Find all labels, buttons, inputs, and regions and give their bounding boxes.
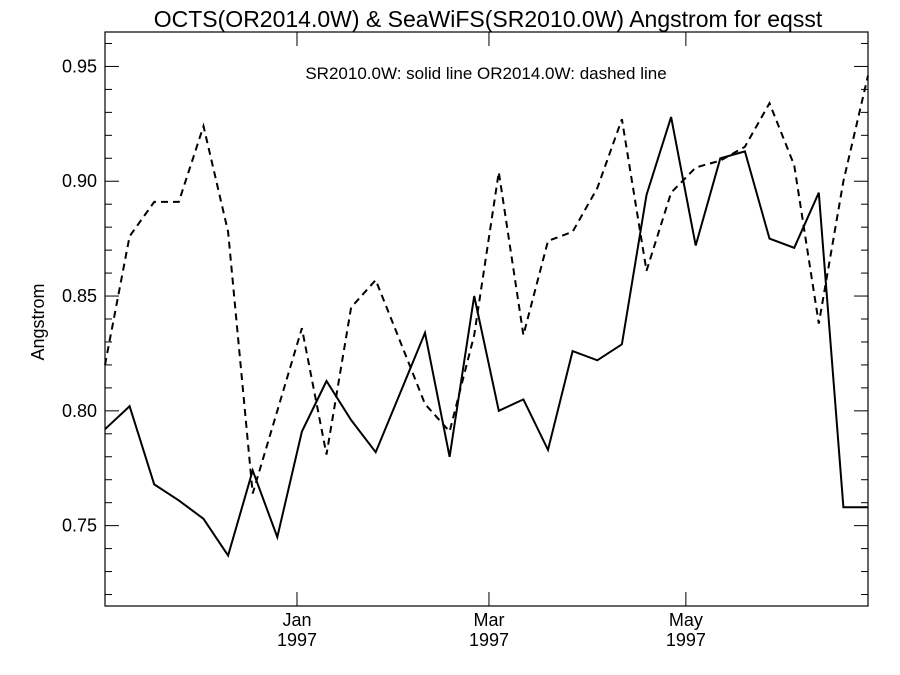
x-tick-label-month: Mar bbox=[473, 610, 504, 630]
x-tick-label-year: 1997 bbox=[277, 630, 317, 650]
plot-frame bbox=[104, 31, 869, 607]
series-line-or2014-0w bbox=[104, 75, 869, 494]
y-axis-label: Angstrom bbox=[28, 283, 48, 360]
y-tick-label: 0.95 bbox=[62, 56, 97, 76]
axis-ticks: 0.750.800.850.900.95Jan1997Mar1997May199… bbox=[62, 32, 868, 650]
chart-title: OCTS(OR2014.0W) & SeaWiFS(SR2010.0W) Ang… bbox=[154, 6, 823, 32]
x-tick-label-year: 1997 bbox=[469, 630, 509, 650]
y-tick-label: 0.80 bbox=[62, 401, 97, 421]
y-tick-label: 0.75 bbox=[62, 516, 97, 536]
series-group bbox=[104, 75, 869, 558]
x-tick-label-month: May bbox=[669, 610, 703, 630]
x-tick-label-month: Jan bbox=[282, 610, 311, 630]
y-tick-label: 0.90 bbox=[62, 171, 97, 191]
y-tick-label: 0.85 bbox=[62, 286, 97, 306]
x-tick-label-year: 1997 bbox=[666, 630, 706, 650]
legend-annotation: SR2010.0W: solid line OR2014.0W: dashed … bbox=[305, 64, 666, 83]
series-line-sr2010-0w bbox=[104, 116, 868, 558]
